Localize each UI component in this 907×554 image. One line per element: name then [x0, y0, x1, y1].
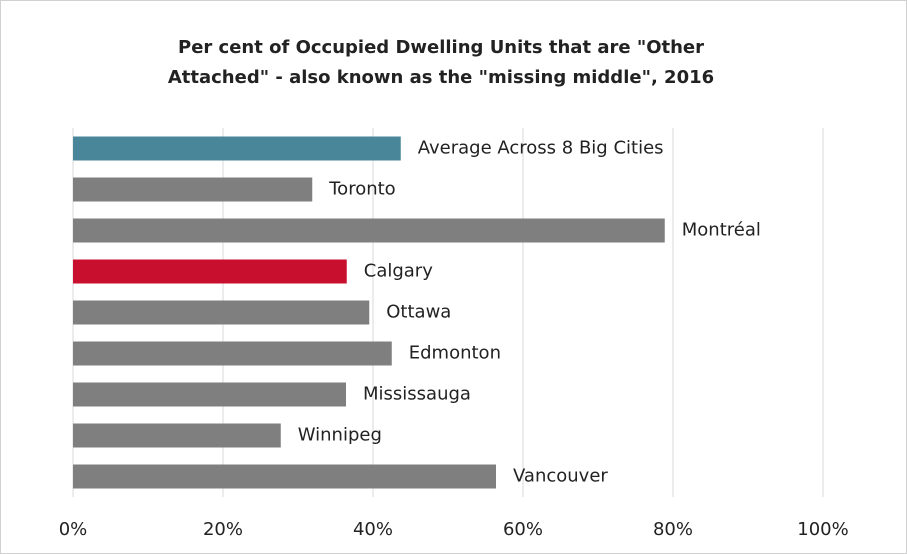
- category-label: Toronto: [328, 179, 395, 200]
- x-tick-label: 40%: [353, 519, 393, 540]
- category-label: Ottawa: [386, 302, 451, 323]
- bar: [73, 136, 401, 161]
- category-label: Mississauga: [363, 384, 471, 405]
- bar: [73, 218, 665, 243]
- bar: [73, 382, 346, 407]
- x-tick-label: 20%: [203, 519, 243, 540]
- bar: [73, 300, 370, 325]
- x-tick-label: 100%: [797, 519, 848, 540]
- bar: [73, 464, 496, 489]
- category-label: Edmonton: [409, 343, 501, 364]
- category-label: Vancouver: [513, 466, 608, 487]
- category-label: Calgary: [364, 261, 433, 282]
- bar: [73, 341, 392, 366]
- chart-title: Attached" - also known as the "missing m…: [168, 67, 714, 88]
- category-label: Average Across 8 Big Cities: [418, 138, 664, 159]
- bar: [73, 423, 281, 448]
- chart-title: Per cent of Occupied Dwelling Units that…: [178, 37, 704, 58]
- x-tick-label: 0%: [59, 519, 88, 540]
- x-tick-label: 60%: [503, 519, 543, 540]
- bar: [73, 259, 347, 284]
- x-tick-label: 80%: [653, 519, 693, 540]
- category-label: Montréal: [682, 220, 761, 241]
- category-label: Winnipeg: [298, 425, 382, 446]
- bar: [73, 177, 313, 202]
